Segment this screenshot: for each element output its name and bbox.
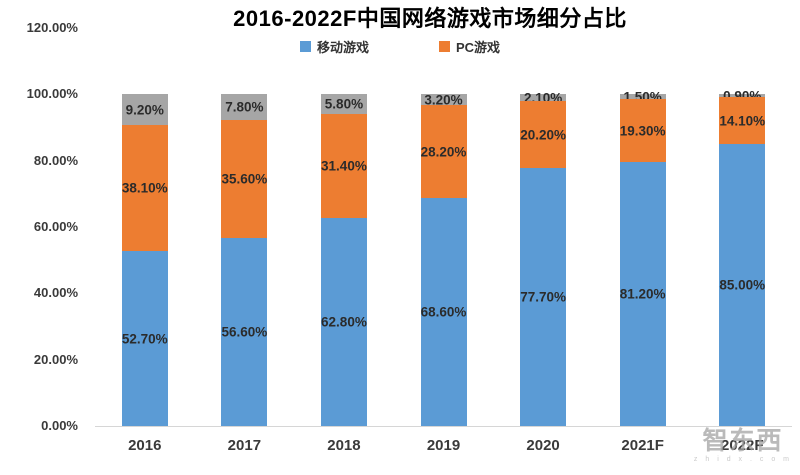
data-label: 81.20% xyxy=(619,286,666,302)
y-axis-tick: 60.00% xyxy=(33,219,78,234)
bar-segment[interactable]: 3.20% xyxy=(420,92,467,108)
bar-segment[interactable]: 68.60% xyxy=(420,198,467,426)
x-axis-label: 2020 xyxy=(526,437,560,454)
stacked-bar-2019[interactable]: 3.20% 28.20% 68.60% xyxy=(420,92,467,426)
stacked-bar-2016[interactable]: 9.20% 38.10% 52.70% xyxy=(121,94,168,426)
legend-item[interactable]: 移动游戏 xyxy=(299,37,369,56)
chart-title: 2016-2022F中国网络游戏市场细分占比 xyxy=(233,6,627,31)
data-label: 9.20% xyxy=(125,102,164,118)
bar-segment[interactable]: 81.20% xyxy=(619,161,666,426)
stacked-bar-2022F[interactable]: 0.90% 14.10% 85.00% xyxy=(719,88,766,426)
legend-label: 移动游戏 xyxy=(316,40,369,55)
legend-swatch-icon xyxy=(438,41,450,52)
plot-area: 9.20% 38.10% 52.70% 7.80% 35.60% 56.60% 5.80% 3… xyxy=(95,28,792,427)
bar-slot: 2.10% 20.20% 77.70% xyxy=(493,28,593,426)
x-axis-label: 2017 xyxy=(227,437,262,454)
x-axis-label: 2019 xyxy=(426,437,461,454)
stacked-bar-2020[interactable]: 2.10% 20.20% 77.70% xyxy=(520,90,567,426)
bar-slot: 3.20% 28.20% 68.60% xyxy=(394,28,494,426)
bar-slot: 1.50% 19.30% 81.20% xyxy=(593,28,693,426)
chart-legend: 移动游戏 PC游戏 xyxy=(0,37,800,56)
data-label: 14.10% xyxy=(719,113,766,129)
bar-slot: 0.90% 14.10% 85.00% xyxy=(692,28,792,426)
bar-segment[interactable]: 85.00% xyxy=(719,144,766,426)
y-axis-tick: 0.00% xyxy=(41,418,78,433)
bar-segment[interactable]: 35.60% xyxy=(221,120,268,239)
data-label: 28.20% xyxy=(420,144,467,160)
bar-segment[interactable]: 31.40% xyxy=(320,113,367,218)
data-label: 7.80% xyxy=(225,99,264,115)
legend-label: PC游戏 xyxy=(455,40,501,55)
data-label: 19.30% xyxy=(619,123,666,139)
data-label: 35.60% xyxy=(221,171,268,187)
y-axis-tick: 80.00% xyxy=(33,152,78,168)
bar-segment[interactable]: 7.80% xyxy=(221,94,268,121)
watermark-logo: 智东西 xyxy=(702,427,784,455)
bar-segment[interactable]: 2.10% xyxy=(520,90,567,105)
bar-segment[interactable]: 62.80% xyxy=(320,217,367,426)
bar-segment[interactable]: 56.60% xyxy=(221,238,268,426)
bar-slot: 5.80% 31.40% 62.80% xyxy=(294,28,394,426)
data-label: 77.70% xyxy=(520,289,566,305)
data-label: 56.60% xyxy=(221,324,268,340)
data-label: 31.40% xyxy=(321,158,367,174)
watermark-subtext: z h i d x . c o m xyxy=(693,456,792,463)
data-label: 52.70% xyxy=(121,331,168,347)
y-axis-tick: 100.00% xyxy=(26,86,78,102)
bar-slot: 9.20% 38.10% 52.70% xyxy=(95,28,195,426)
x-axis-label: 2021F xyxy=(621,437,664,454)
data-label: 5.80% xyxy=(324,96,364,112)
bar-segment[interactable]: 14.10% xyxy=(719,97,766,145)
data-label: 20.20% xyxy=(520,127,566,143)
data-label: 85.00% xyxy=(719,277,766,293)
bar-slot: 7.80% 35.60% 56.60% xyxy=(195,28,295,426)
data-label: 68.60% xyxy=(420,304,467,320)
y-axis-tick: 20.00% xyxy=(33,351,78,367)
bar-segment[interactable]: 19.30% xyxy=(619,99,666,162)
bar-segment[interactable]: 9.20% xyxy=(121,94,168,125)
y-axis-tick: 120.00% xyxy=(26,20,78,35)
data-label: 3.20% xyxy=(424,92,463,108)
x-axis-label: 2018 xyxy=(327,437,361,454)
bar-segment[interactable]: 77.70% xyxy=(520,168,567,426)
y-axis-tick: 40.00% xyxy=(33,285,78,301)
bar-segment[interactable]: 5.80% xyxy=(320,94,367,114)
legend-item[interactable]: PC游戏 xyxy=(438,37,501,56)
bar-segment[interactable]: 52.70% xyxy=(121,251,168,426)
bar-segment[interactable]: 20.20% xyxy=(520,101,567,169)
watermark: 智东西 z h i d x . c o m xyxy=(693,427,792,464)
x-axis-label: 2016 xyxy=(128,437,162,454)
data-label: 62.80% xyxy=(321,314,367,330)
data-label: 38.10% xyxy=(121,180,168,196)
bar-segment[interactable]: 28.20% xyxy=(420,104,467,199)
legend-swatch-icon xyxy=(299,41,311,52)
stacked-bar-2021F[interactable]: 1.50% 19.30% 81.20% xyxy=(619,89,666,426)
stacked-bar-2017[interactable]: 7.80% 35.60% 56.60% xyxy=(221,94,268,426)
x-axis: 2016 2017 2018 2019 2020 2021F 2022F xyxy=(95,437,792,454)
stacked-bar-2018[interactable]: 5.80% 31.40% 62.80% xyxy=(320,94,367,426)
x-axis-label: 2022F xyxy=(720,437,764,454)
bar-segment[interactable]: 38.10% xyxy=(121,124,168,252)
